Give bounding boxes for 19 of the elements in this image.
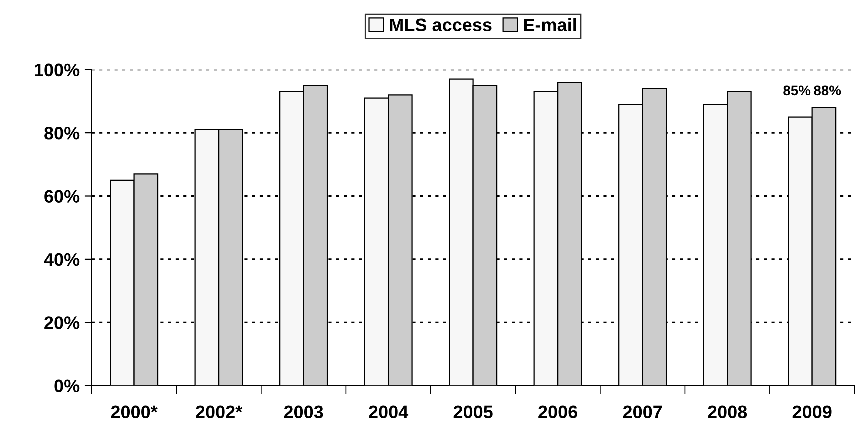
y-tick-label: 80%	[44, 127, 80, 140]
x-tick-label: 2000*	[111, 406, 158, 419]
x-tick-label: 2004	[369, 406, 409, 419]
y-tick-label: 40%	[44, 253, 80, 266]
data-label: 88%	[814, 86, 842, 96]
x-tick-label: 2009	[792, 406, 832, 419]
legend-label: MLS access	[390, 18, 492, 32]
data-label: 85%	[784, 86, 811, 96]
x-tick-label: 2003	[284, 406, 324, 419]
legend-label: E-mail	[524, 18, 576, 32]
y-tick-label: 20%	[44, 316, 80, 330]
x-tick-label: 2005	[454, 406, 493, 419]
x-tick-label: 2008	[708, 406, 748, 419]
y-tick-label: 100%	[35, 64, 80, 77]
y-tick-label: 0%	[54, 380, 80, 393]
x-tick-label: 2002*	[196, 406, 243, 419]
x-tick-label: 2007	[623, 406, 662, 419]
y-tick-label: 60%	[44, 190, 80, 203]
x-tick-label: 2006	[538, 406, 578, 419]
